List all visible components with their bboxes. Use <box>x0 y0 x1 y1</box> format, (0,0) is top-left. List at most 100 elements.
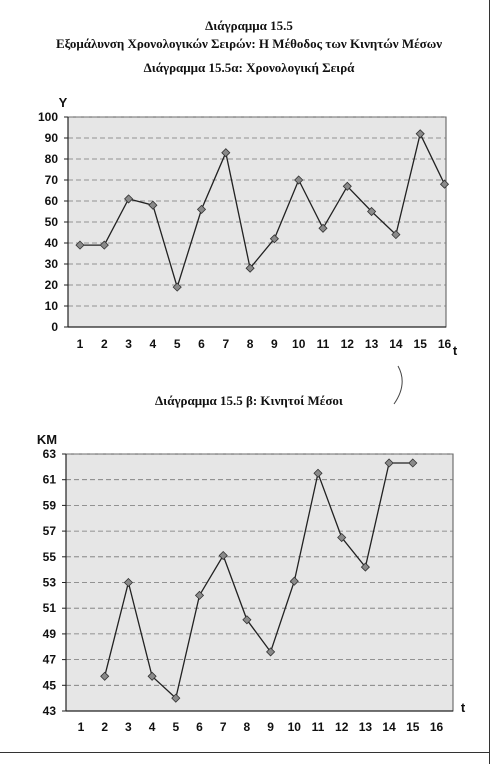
chart-a-title: Διάγραμμα 15.5α: Χρονολογική Σειρά <box>143 60 355 75</box>
y-tick-label: 20 <box>45 278 59 292</box>
y-tick-label: 40 <box>45 236 59 250</box>
data-point <box>360 562 370 572</box>
x-tick-label: 9 <box>267 720 274 734</box>
y-tick-label: 57 <box>43 524 57 538</box>
x-tick-label: 3 <box>125 337 132 351</box>
x-tick-label: 16 <box>438 337 452 351</box>
data-point <box>266 647 276 657</box>
y-tick-label: 70 <box>45 173 59 187</box>
x-tick-label: 1 <box>78 720 85 734</box>
y-tick-label: 0 <box>51 320 58 334</box>
series-line <box>104 462 413 700</box>
x-tick-label: 10 <box>292 337 306 351</box>
data-point <box>221 148 231 158</box>
y-tick-label: 50 <box>45 215 59 229</box>
x-tick-label: 3 <box>125 720 132 734</box>
y-tick-label: 43 <box>43 704 57 718</box>
y-tick-label: 80 <box>45 152 59 166</box>
y-tick-label: 53 <box>43 576 57 590</box>
data-point <box>313 468 323 478</box>
x-tick-label: 13 <box>359 720 373 734</box>
x-tick-label: 11 <box>317 337 330 351</box>
x-tick-label: 1 <box>77 337 84 351</box>
x-tick-label: 12 <box>335 720 349 734</box>
x-axis-label: t <box>453 343 458 358</box>
series-line <box>80 131 446 290</box>
y-tick-label: 61 <box>43 473 57 487</box>
y-axis-label: Y <box>59 95 68 110</box>
y-tick-label: 90 <box>45 131 59 145</box>
y-tick-label: 10 <box>45 299 59 313</box>
data-point <box>289 576 299 586</box>
y-tick-label: 45 <box>43 678 57 692</box>
x-axis-label: t <box>461 700 466 715</box>
x-tick-label: 15 <box>406 720 420 734</box>
x-tick-label: 10 <box>288 720 302 734</box>
x-tick-label: 14 <box>389 337 403 351</box>
y-tick-label: 55 <box>43 550 57 564</box>
y-tick-label: 51 <box>43 601 57 615</box>
x-tick-label: 6 <box>198 337 205 351</box>
figure-title: Διάγραμμα 15.5 <box>205 18 293 33</box>
x-tick-label: 5 <box>174 337 181 351</box>
data-point <box>124 194 134 204</box>
x-tick-label: 11 <box>312 720 325 734</box>
data-point <box>439 179 450 189</box>
x-tick-label: 6 <box>196 720 203 734</box>
data-point <box>415 129 425 139</box>
data-point <box>337 532 347 543</box>
data-point <box>294 175 304 185</box>
data-point <box>242 615 252 625</box>
figure-subtitle: Εξομάλυνση Χρονολογικών Σειρών: Η Μέθοδο… <box>55 36 443 51</box>
data-point <box>99 240 109 250</box>
y-tick-label: 100 <box>38 110 58 124</box>
y-tick-label: 30 <box>45 257 59 271</box>
page-frame-right <box>489 0 490 764</box>
y-tick-label: 47 <box>43 653 57 667</box>
data-point <box>196 204 207 214</box>
x-tick-label: 8 <box>247 337 254 351</box>
x-tick-label: 4 <box>150 337 157 351</box>
x-tick-label: 15 <box>414 337 428 351</box>
data-point <box>123 577 133 588</box>
pen-mark <box>393 365 403 405</box>
x-tick-label: 4 <box>149 720 156 734</box>
data-point <box>408 458 418 468</box>
data-point <box>172 282 182 292</box>
data-point <box>245 263 255 273</box>
x-tick-label: 16 <box>430 720 444 734</box>
x-tick-label: 7 <box>222 337 229 351</box>
data-point <box>342 181 352 191</box>
x-tick-label: 5 <box>172 720 179 734</box>
x-tick-label: 13 <box>365 337 379 351</box>
data-point <box>148 200 158 210</box>
data-point <box>367 206 377 217</box>
x-tick-label: 7 <box>220 720 227 734</box>
x-tick-label: 8 <box>244 720 251 734</box>
data-point <box>218 550 228 561</box>
x-tick-label: 2 <box>101 337 108 351</box>
data-point <box>194 590 205 600</box>
data-point <box>318 223 328 233</box>
data-point <box>171 693 181 703</box>
data-point <box>384 458 394 468</box>
y-tick-label: 63 <box>43 447 57 461</box>
x-tick-label: 12 <box>341 337 355 351</box>
y-tick-label: 60 <box>45 194 59 208</box>
y-tick-label: 59 <box>43 498 57 512</box>
y-tick-label: 49 <box>43 627 57 641</box>
data-point <box>100 671 110 681</box>
data-point <box>269 234 279 244</box>
x-tick-label: 2 <box>101 720 108 734</box>
data-point <box>75 240 85 250</box>
data-point <box>147 671 157 681</box>
chart-b-title: Διάγραμμα 15.5 β: Κινητοί Μέσοι <box>155 393 343 408</box>
data-point <box>391 230 401 240</box>
x-tick-label: 14 <box>382 720 396 734</box>
page-frame-bottom <box>0 752 490 753</box>
y-axis-label: ΚΜ <box>37 432 57 447</box>
x-tick-label: 9 <box>271 337 278 351</box>
